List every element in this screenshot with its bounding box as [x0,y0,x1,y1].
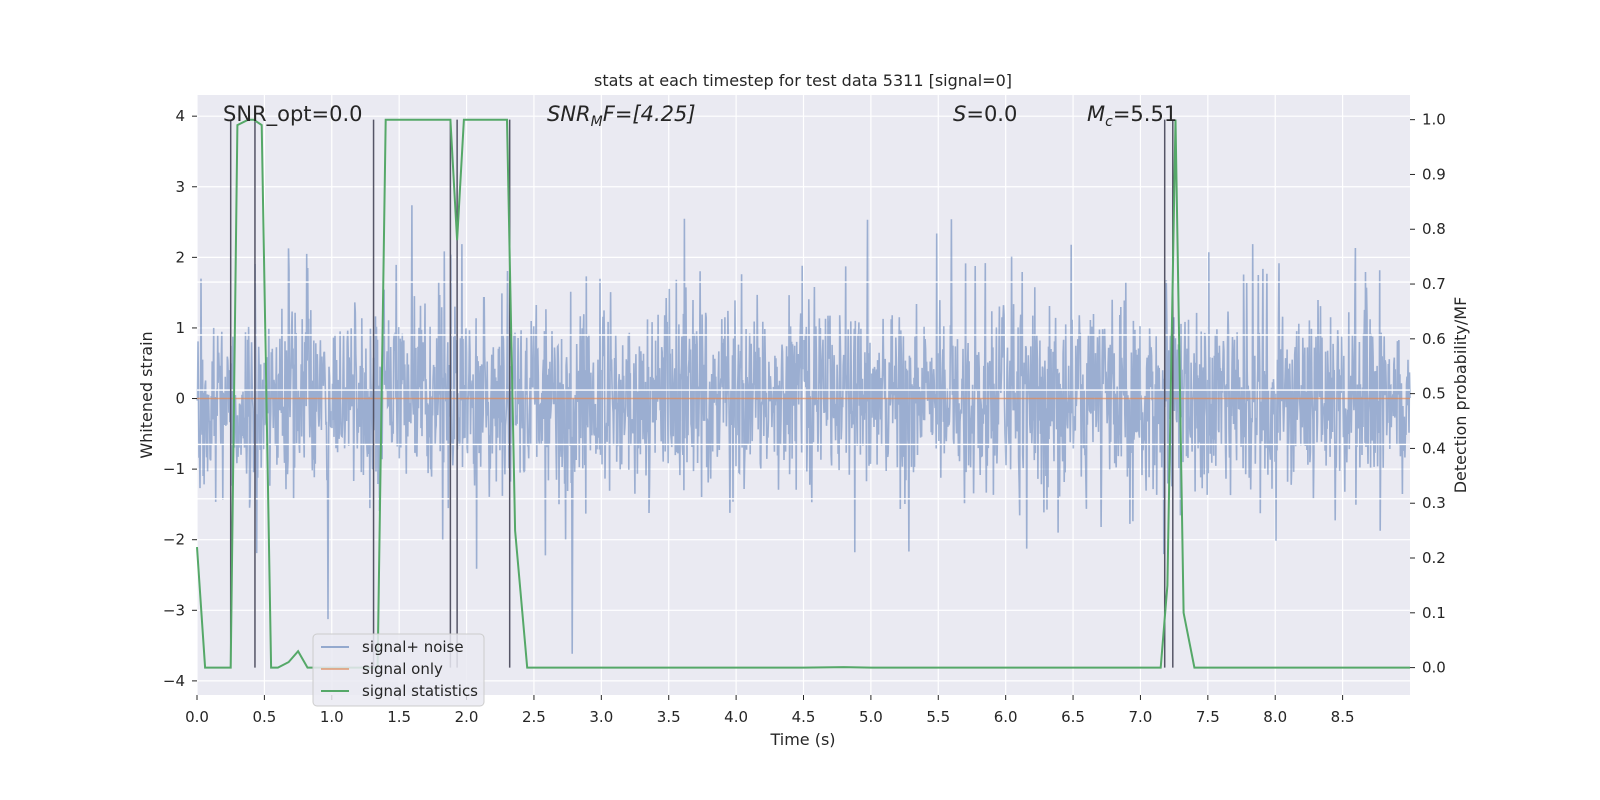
left-tick-label-3: −1 [163,460,185,478]
noise-trace [196,205,1411,654]
annotation-snr-mf-rest: F=[4.25] [603,102,696,126]
legend-label-statistics: signal statistics [362,682,478,700]
right-tick-label-6: 0.6 [1422,330,1446,348]
y-right-axis-label: Detection probability/MF [1451,297,1470,494]
annotation-snr-mf: SNRMF=[4.25] [547,102,696,130]
annotation-mc-rest: =5.51 [1113,102,1177,126]
x-tick-label-9: 4.5 [792,708,816,726]
annotation-mc-base: M [1087,102,1105,126]
chart-title: stats at each timestep for test data 531… [594,71,1012,90]
left-tick-label-2: −2 [163,531,185,549]
x-tick-label-14: 7.0 [1129,708,1153,726]
annotation-mc-sub: c [1105,114,1113,130]
right-tick-label-9: 0.9 [1422,165,1446,183]
x-tick-label-17: 8.5 [1331,708,1355,726]
right-tick-label-10: 1.0 [1422,111,1446,129]
vertical-markers [229,119,1174,668]
x-tick-label-6: 3.0 [589,708,613,726]
left-tick-label-1: −3 [163,601,185,619]
noise-series [196,205,1411,654]
signal-statistics-line [196,118,1410,669]
right-tick-label-3: 0.3 [1422,494,1446,512]
right-tick-label-5: 0.5 [1422,385,1446,403]
x-tick-label-13: 6.5 [1061,708,1085,726]
right-tick-label-2: 0.2 [1422,549,1446,567]
left-tick-label-6: 2 [175,248,185,266]
annotation-mc: Mc=5.51 [1087,102,1177,130]
right-tick-label-8: 0.8 [1422,220,1446,238]
annotation-snr-mf-base: SNR [547,102,591,126]
x-axis-ticks: 0.0 0.5 1.0 1.5 2.0 2.5 3.0 3.5 4.0 4.5 5.0 5.5 6.0 6… [185,695,1355,726]
left-tick-label-4: 0 [175,390,185,408]
left-tick-label-5: 1 [175,319,185,337]
x-tick-label-3: 1.5 [387,708,411,726]
x-tick-label-10: 5.0 [859,708,883,726]
x-tick-label-0: 0.0 [185,708,209,726]
x-tick-label-16: 8.0 [1263,708,1287,726]
annotation-s: S=0.0 [953,102,1017,126]
legend: signal+ noise signal only signal statist… [312,633,485,707]
x-tick-label-11: 5.5 [926,708,950,726]
right-tick-label-1: 0.1 [1422,604,1446,622]
x-tick-label-1: 0.5 [252,708,276,726]
left-tick-label-8: 4 [175,107,185,125]
legend-label-noise: signal+ noise [362,638,464,656]
legend-label-signal-only: signal only [362,660,443,678]
x-tick-label-5: 2.5 [522,708,546,726]
right-axis-ticks: 0.0 0.1 0.2 0.3 0.4 0.5 0.6 0.7 0.8 0.9 1.0 [1410,111,1446,677]
left-axis-ticks: −4 −3 −2 −1 0 1 2 3 4 [163,107,197,690]
y-axis-label: Whitened strain [137,331,156,458]
x-axis-label: Time (s) [769,730,835,749]
x-tick-label-2: 1.0 [320,708,344,726]
right-tick-label-4: 0.4 [1422,439,1446,457]
x-tick-label-7: 3.5 [657,708,681,726]
horizontal-reference-lines [197,281,1410,500]
legend-box [312,633,485,707]
left-tick-label-0: −4 [163,672,185,690]
annotation-snr-opt: SNR_opt=0.0 [223,102,363,127]
x-tick-label-4: 2.0 [455,708,479,726]
right-tick-label-0: 0.0 [1422,659,1446,677]
left-tick-label-7: 3 [175,178,185,196]
annotation-s-rest: =0.0 [966,102,1017,126]
x-tick-label-8: 4.0 [724,708,748,726]
x-tick-label-15: 7.5 [1196,708,1220,726]
x-tick-label-12: 6.0 [994,708,1018,726]
right-tick-label-7: 0.7 [1422,275,1446,293]
annotation-s-var: S [953,102,966,126]
annotation-snr-mf-sub: M [591,114,603,130]
